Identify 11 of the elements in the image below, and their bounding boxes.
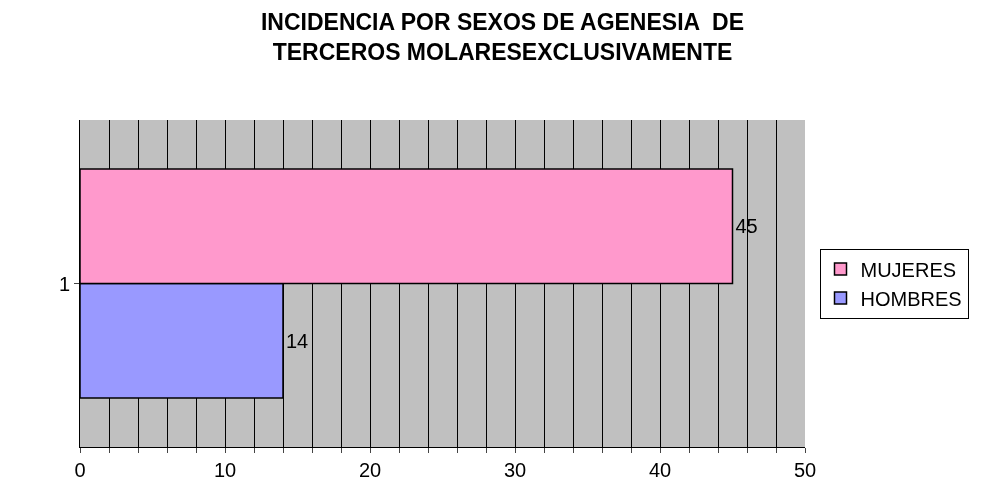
data-label: 14 bbox=[286, 329, 309, 352]
x-tick-label: 0 bbox=[74, 459, 86, 481]
chart-title: INCIDENCIA POR SEXOS DE AGENESIA DE TERCEROS MOLARESEXCLUSIVAMENTE bbox=[260, 8, 745, 65]
x-tick-label: 40 bbox=[648, 459, 672, 481]
x-tick-label: 10 bbox=[213, 459, 237, 481]
x-tick-label: 50 bbox=[793, 459, 817, 481]
legend-label: MUJERES bbox=[860, 258, 957, 281]
x-tick-label: 20 bbox=[358, 459, 382, 481]
x-tick-label: 30 bbox=[503, 459, 527, 481]
y-tick-label: 1 bbox=[58, 272, 70, 295]
legend-label: HOMBRES bbox=[860, 287, 962, 310]
